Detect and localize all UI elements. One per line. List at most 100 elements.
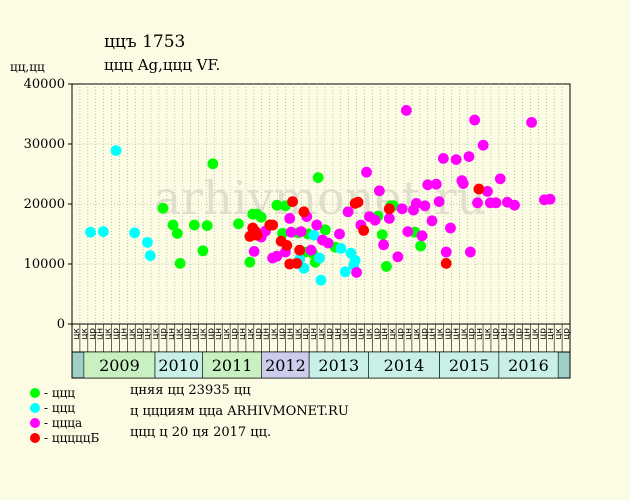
- category-label: цк: [293, 327, 303, 339]
- category-label: цр: [183, 328, 193, 340]
- category-label: цр: [562, 328, 572, 340]
- data-point-green: [376, 229, 388, 241]
- year-segment: [368, 351, 440, 379]
- data-point-magenta: [378, 239, 390, 251]
- category-label: цк: [317, 327, 327, 339]
- data-point-green: [197, 245, 209, 257]
- data-point-magenta: [482, 186, 493, 197]
- data-point-red: [358, 225, 370, 236]
- data-point-magenta: [433, 196, 445, 208]
- data-point-magenta: [334, 228, 345, 240]
- category-label: цк: [104, 327, 114, 339]
- category-label: цк: [151, 327, 161, 339]
- category-label: цк: [175, 327, 185, 339]
- data-point-magenta: [419, 200, 431, 212]
- data-point-magenta: [445, 222, 456, 234]
- category-label: цр: [88, 328, 98, 340]
- legend-label: - цццццБ: [44, 431, 100, 445]
- category-label: цр: [254, 328, 264, 340]
- data-point-magenta: [373, 185, 385, 197]
- data-point-magenta: [295, 226, 307, 238]
- y-axis-unit: цц,цц: [10, 60, 45, 74]
- data-point-green: [207, 158, 219, 170]
- data-point-magenta: [494, 173, 506, 185]
- data-point-magenta: [457, 178, 469, 190]
- category-label: цк: [507, 327, 517, 339]
- category-label: цр: [325, 328, 335, 340]
- legend-label: - ццц: [44, 401, 76, 415]
- legend-item-red: - цццццБ: [30, 431, 99, 445]
- note-average-price: цняя цц 23935 цц: [130, 383, 251, 398]
- data-point-green: [415, 240, 426, 252]
- data-point-red: [440, 258, 452, 269]
- data-point-green: [188, 219, 200, 231]
- data-point-green: [171, 228, 183, 239]
- category-label: цр: [135, 328, 145, 340]
- year-label: 2015: [449, 356, 490, 375]
- data-point-magenta: [402, 226, 414, 238]
- data-point-red: [298, 206, 310, 218]
- year-label: 2016: [508, 356, 549, 375]
- category-label: цн: [309, 328, 319, 340]
- legend-item-green: - ццц: [30, 386, 75, 400]
- category-label: цк: [554, 327, 564, 339]
- category-label: цр: [396, 328, 406, 340]
- data-point-magenta: [305, 244, 317, 256]
- category-label: цн: [404, 328, 414, 340]
- year-segment: [154, 351, 203, 379]
- category-label: цр: [538, 328, 548, 340]
- data-point-cyan: [308, 229, 320, 241]
- legend-marker: [30, 403, 40, 413]
- data-point-green: [255, 211, 267, 223]
- category-label: цн: [499, 328, 509, 340]
- data-point-magenta: [426, 215, 438, 227]
- category-label: цн: [214, 328, 224, 340]
- y-tick-label: 10000: [24, 257, 65, 272]
- legend-item-magenta: - ццца: [30, 416, 82, 430]
- data-point-magenta: [284, 213, 296, 224]
- category-label: цн: [546, 328, 556, 340]
- year-label: 2011: [212, 356, 253, 375]
- data-point-magenta: [311, 219, 323, 231]
- category-label: цн: [428, 328, 438, 340]
- category-label: цн: [143, 328, 153, 340]
- category-label: цк: [270, 327, 280, 339]
- data-point-green: [233, 218, 244, 230]
- data-point-red: [281, 240, 293, 251]
- data-point-magenta: [526, 117, 537, 128]
- category-label: цн: [167, 328, 177, 340]
- category-label: цр: [206, 328, 216, 340]
- data-point-green: [319, 224, 331, 236]
- category-label: цк: [222, 327, 232, 339]
- data-point-magenta: [369, 214, 381, 226]
- category-label: цк: [412, 327, 422, 339]
- note-date: ццц ц 20 ця 2017 цц.: [130, 425, 272, 440]
- category-label: цн: [238, 328, 248, 340]
- y-tick-label: 40000: [24, 77, 65, 92]
- category-label: цр: [420, 328, 430, 340]
- data-point-magenta: [361, 166, 372, 178]
- data-point-magenta: [392, 251, 404, 263]
- category-label: цн: [119, 328, 129, 340]
- data-point-magenta: [351, 267, 362, 278]
- year-label: 2014: [384, 356, 425, 375]
- category-label: цн: [475, 328, 485, 340]
- y-tick-label: 20000: [24, 197, 65, 212]
- data-point-magenta: [469, 114, 481, 126]
- category-label: цн: [380, 328, 390, 340]
- legend-marker: [30, 433, 40, 443]
- data-point-magenta: [477, 139, 489, 151]
- category-label: цк: [341, 327, 351, 339]
- y-tick-label: 0: [57, 317, 65, 332]
- data-point-green: [174, 258, 186, 269]
- category-label: цк: [127, 327, 137, 339]
- data-point-magenta: [422, 179, 434, 191]
- data-point-red: [473, 183, 485, 195]
- data-point-red: [291, 258, 303, 269]
- data-point-magenta: [285, 226, 297, 238]
- year-label: 2013: [318, 356, 359, 375]
- legend-label: - ццц: [44, 386, 76, 400]
- year-label: 2012: [265, 356, 306, 375]
- data-point-cyan: [349, 255, 361, 266]
- category-label: цк: [364, 327, 374, 339]
